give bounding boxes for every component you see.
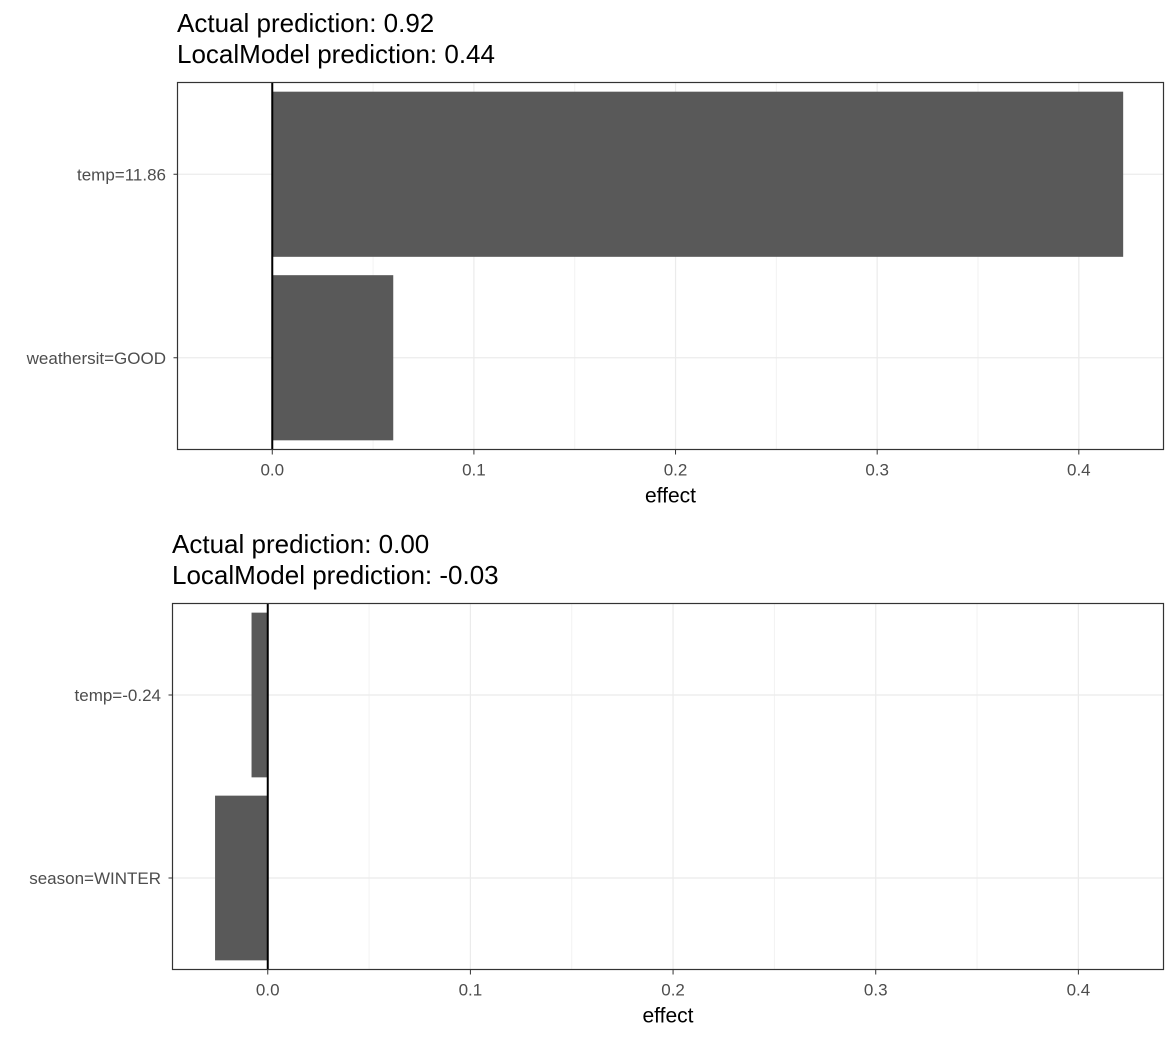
x-axis-title: effect [645, 485, 696, 508]
bar-temp-11-86 [272, 91, 1124, 257]
chart1-title-line1: Actual prediction: 0.92 [177, 8, 435, 38]
y-tick-label: temp=-0.24 [75, 686, 161, 705]
panel-border [176, 81, 1165, 451]
bar-weathersit-good [272, 275, 394, 441]
x-tick-label: 0.4 [1067, 461, 1091, 480]
x-tick-label: 0.0 [256, 981, 280, 1000]
x-tick-label: 0.2 [664, 461, 688, 480]
chart2-title-line1: Actual prediction: 0.00 [172, 529, 430, 559]
bar-temp-0-24 [251, 612, 268, 778]
x-axis-title: effect [643, 1005, 694, 1028]
panel-border [171, 602, 1165, 971]
chart1: temp=11.86 weathersit=GOOD 0.0 0.1 0.2 0.3 0.4… [26, 81, 1165, 508]
chart2: temp=-0.24 season=WINTER 0.0 0.1 0.2 0.3 0.4 ef… [29, 602, 1165, 1028]
x-tick-label: 0.2 [661, 981, 685, 1000]
x-tick-label: 0.3 [865, 461, 889, 480]
x-tick-label: 0.1 [459, 981, 483, 1000]
y-tick-label: temp=11.86 [77, 165, 166, 184]
x-tick-label: 0.0 [260, 461, 284, 480]
chart2-title-line2: LocalModel prediction: -0.03 [172, 560, 499, 590]
bar-season-winter [215, 795, 268, 961]
x-tick-label: 0.3 [864, 981, 888, 1000]
x-tick-label: 0.1 [462, 461, 486, 480]
y-tick-label: weathersit=GOOD [26, 349, 166, 368]
y-tick-label: season=WINTER [29, 869, 161, 888]
x-tick-label: 0.4 [1067, 981, 1091, 1000]
chart1-title-line2: LocalModel prediction: 0.44 [177, 39, 495, 69]
